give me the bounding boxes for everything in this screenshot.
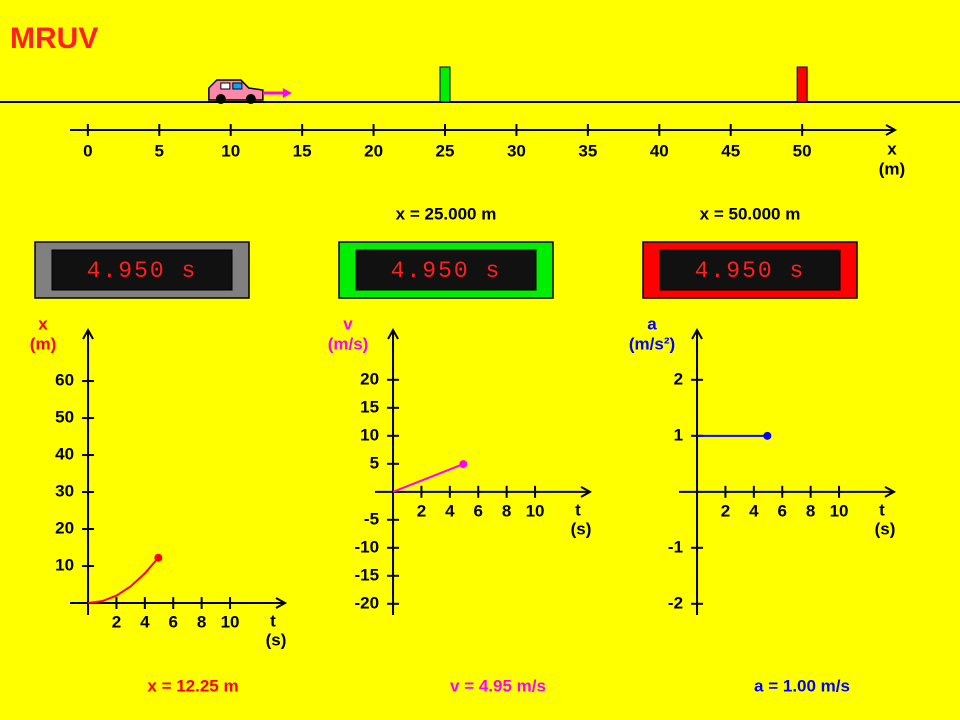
data-line — [87, 557, 160, 605]
timer-display — [355, 249, 537, 291]
track-tick-label: 5 — [155, 141, 164, 160]
y-tick-label: 1 — [674, 425, 683, 444]
arrow-head — [884, 485, 897, 498]
y-axis-label: a — [647, 314, 657, 333]
car-part — [232, 82, 243, 90]
timer-display — [659, 249, 841, 291]
arrow-head — [885, 124, 898, 136]
y-axis-unit: (m/s) — [328, 334, 369, 353]
y-tick-label: -20 — [354, 593, 379, 612]
end-point — [154, 553, 163, 562]
arrow-head — [275, 597, 288, 609]
y-axis-label: v — [343, 314, 353, 333]
sensor-marker — [796, 66, 808, 103]
y-tick-label: 10 — [55, 556, 74, 575]
timer-reading: 4.950 s — [391, 258, 502, 284]
app-title: MRUV — [10, 22, 98, 55]
x-tick-label: 8 — [806, 501, 815, 520]
data-line — [392, 463, 464, 493]
x-tick-label: 2 — [417, 501, 426, 520]
track-tick-label: 50 — [793, 141, 812, 160]
timer-display — [51, 249, 233, 291]
y-axis-unit: (m) — [30, 334, 56, 353]
y-tick-label: 30 — [55, 482, 74, 501]
track-tick-label: 10 — [221, 141, 240, 160]
track-axis-label: x — [887, 139, 897, 158]
car — [208, 79, 264, 104]
x-axis-unit: (s) — [571, 519, 592, 538]
track-tick-label: 40 — [650, 141, 669, 160]
track-axis-unit: (m) — [879, 159, 905, 178]
x-axis-label: t — [879, 500, 885, 519]
track-tick-label: 15 — [293, 141, 312, 160]
end-point — [459, 460, 468, 469]
x-axis-unit: (s) — [266, 630, 287, 649]
track-tick-label: 25 — [436, 141, 455, 160]
arrow-head — [387, 327, 399, 340]
y-tick-label: 15 — [360, 397, 379, 416]
x-tick-label: 6 — [778, 501, 787, 520]
y-tick-label: 10 — [360, 425, 379, 444]
car-part — [215, 94, 226, 104]
x-tick-label: 8 — [197, 612, 206, 631]
car-part — [245, 94, 256, 104]
y-tick-label: 5 — [370, 453, 379, 472]
x-tick-label: 2 — [112, 612, 121, 631]
y-tick-label: -2 — [668, 593, 683, 612]
y-tick-label: 60 — [55, 371, 74, 390]
x-tick-label: 8 — [502, 501, 511, 520]
x-axis-label: t — [575, 500, 581, 519]
track-tick-label: 35 — [578, 141, 597, 160]
y-tick-label: -15 — [354, 565, 379, 584]
y-tick-label: 50 — [55, 408, 74, 427]
x-tick-label: 10 — [830, 501, 849, 520]
readout: v = 4.95 m/s — [450, 676, 546, 695]
x-tick-label: 6 — [474, 501, 483, 520]
arrow-head — [691, 327, 703, 340]
x-axis-unit: (s) — [875, 519, 896, 538]
y-axis-unit: (m/s²) — [629, 334, 675, 353]
y-tick-label: -1 — [668, 537, 683, 556]
end-point — [763, 431, 772, 440]
y-tick-label: 20 — [360, 369, 379, 388]
y-tick-label: 2 — [674, 369, 683, 388]
x-tick-label: 10 — [526, 501, 545, 520]
timer-reading: 4.950 s — [695, 258, 806, 284]
sensor-label: x = 25.000 m — [396, 204, 497, 223]
x-tick-label: 4 — [445, 501, 455, 520]
arrow-head — [82, 327, 94, 340]
readout: x = 12.25 m — [147, 676, 238, 695]
x-tick-label: 2 — [721, 501, 730, 520]
track-tick-label: 45 — [721, 141, 740, 160]
arrow-head — [580, 485, 593, 498]
x-tick-label: 10 — [221, 612, 240, 631]
x-axis-label: t — [270, 611, 276, 630]
timer-reading: 4.950 s — [87, 258, 198, 284]
y-tick-label: -5 — [364, 509, 379, 528]
x-tick-label: 6 — [169, 612, 178, 631]
y-tick-label: -10 — [354, 537, 379, 556]
track-tick-label: 20 — [364, 141, 383, 160]
track-tick-label: 30 — [507, 141, 526, 160]
x-tick-label: 4 — [749, 501, 759, 520]
velocity-arrow-head — [282, 88, 292, 98]
car-part — [220, 82, 231, 90]
readout: a = 1.00 m/s — [754, 676, 850, 695]
sensor-label: x = 50.000 m — [700, 204, 801, 223]
y-axis-label: x — [38, 314, 48, 333]
y-tick-label: 20 — [55, 519, 74, 538]
y-tick-label: 40 — [55, 445, 74, 464]
x-tick-label: 4 — [140, 612, 150, 631]
sensor-marker — [439, 66, 451, 103]
track-tick-label: 0 — [83, 141, 92, 160]
